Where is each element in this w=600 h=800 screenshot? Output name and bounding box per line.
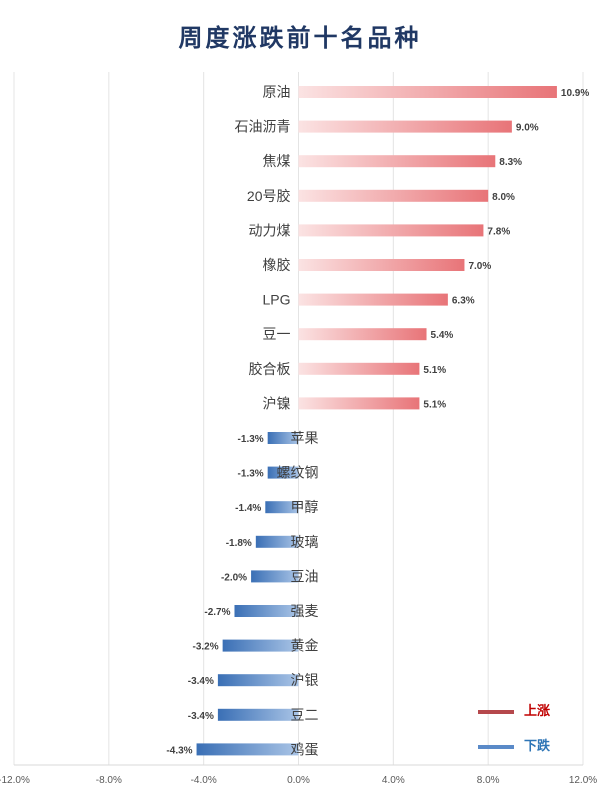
value-label: 6.3% (452, 296, 475, 307)
value-label: 5.1% (423, 399, 446, 410)
bar (267, 432, 299, 444)
value-label: 5.1% (423, 365, 446, 376)
legend-label-down: 下跌 (524, 738, 551, 753)
bar (298, 189, 489, 202)
bar (265, 501, 299, 514)
category-label: 豆油 (291, 568, 319, 584)
legend-label-up: 上涨 (524, 703, 551, 718)
value-label: 5.4% (431, 330, 454, 341)
category-label: 焦煤 (263, 153, 291, 169)
value-label: -3.2% (193, 642, 219, 653)
chart-title: 周度涨跌前十名品种 (178, 23, 422, 52)
category-label: 强麦 (291, 603, 319, 619)
value-label: -1.3% (238, 434, 264, 445)
legend-swatch-up (478, 709, 514, 714)
x-tick-label: 4.0% (382, 775, 405, 786)
value-label: 8.3% (499, 157, 522, 168)
value-label: 7.0% (468, 261, 491, 272)
legend-item-up: 上涨 (478, 700, 550, 719)
legend-swatch-down (478, 744, 514, 749)
value-label: -2.0% (221, 572, 247, 583)
value-label: -1.4% (235, 503, 261, 514)
x-tick-label: -4.0% (191, 775, 217, 786)
category-label: 黄金 (291, 638, 319, 654)
bar (298, 155, 496, 168)
bar (217, 708, 299, 721)
category-label: 甲醇 (291, 499, 319, 515)
category-label: 原油 (263, 84, 291, 100)
value-label: -1.3% (238, 469, 264, 480)
category-label: 沪镍 (263, 395, 291, 411)
category-label: 橡胶 (263, 257, 291, 273)
x-tick-label: 0.0% (287, 775, 310, 786)
value-label: 10.9% (561, 88, 589, 99)
value-label: -1.8% (226, 538, 252, 549)
x-tick-label: -12.0% (0, 775, 30, 786)
bar (298, 293, 448, 306)
x-tick-label: 12.0% (569, 775, 597, 786)
category-label: LPG (262, 292, 290, 308)
value-label: 9.0% (516, 123, 539, 134)
bar (251, 570, 299, 583)
category-label: 鸡蛋 (291, 741, 319, 757)
category-label: 石油沥青 (235, 119, 291, 135)
value-label: -4.3% (166, 745, 192, 756)
bar (196, 743, 299, 756)
category-label: 动力煤 (249, 222, 291, 238)
legend-item-down: 下跌 (478, 735, 550, 754)
value-label: 8.0% (492, 192, 515, 203)
bar (267, 466, 299, 479)
category-label: 豆一 (263, 326, 291, 342)
value-label: -2.7% (204, 607, 230, 618)
category-label: 豆二 (291, 707, 319, 723)
value-label: -3.4% (188, 676, 214, 687)
bar (217, 674, 299, 687)
bar (298, 120, 512, 133)
bar (255, 535, 299, 548)
value-label: 7.8% (487, 226, 510, 237)
x-tick-label: -8.0% (96, 775, 122, 786)
category-label: 20号胶 (247, 188, 291, 204)
category-label: 沪银 (291, 672, 319, 688)
bar (234, 605, 299, 617)
category-label: 螺纹钢 (277, 465, 319, 481)
bar (298, 259, 465, 271)
bar (298, 328, 427, 341)
category-label: 苹果 (291, 430, 319, 446)
category-label: 玻璃 (291, 534, 319, 550)
bar (298, 362, 420, 375)
bar (298, 397, 420, 410)
x-tick-label: 8.0% (477, 775, 500, 786)
bar (222, 639, 299, 652)
category-label: 胶合板 (249, 361, 291, 377)
bar (298, 86, 557, 98)
value-label: -3.4% (188, 711, 214, 722)
bar (298, 224, 484, 237)
